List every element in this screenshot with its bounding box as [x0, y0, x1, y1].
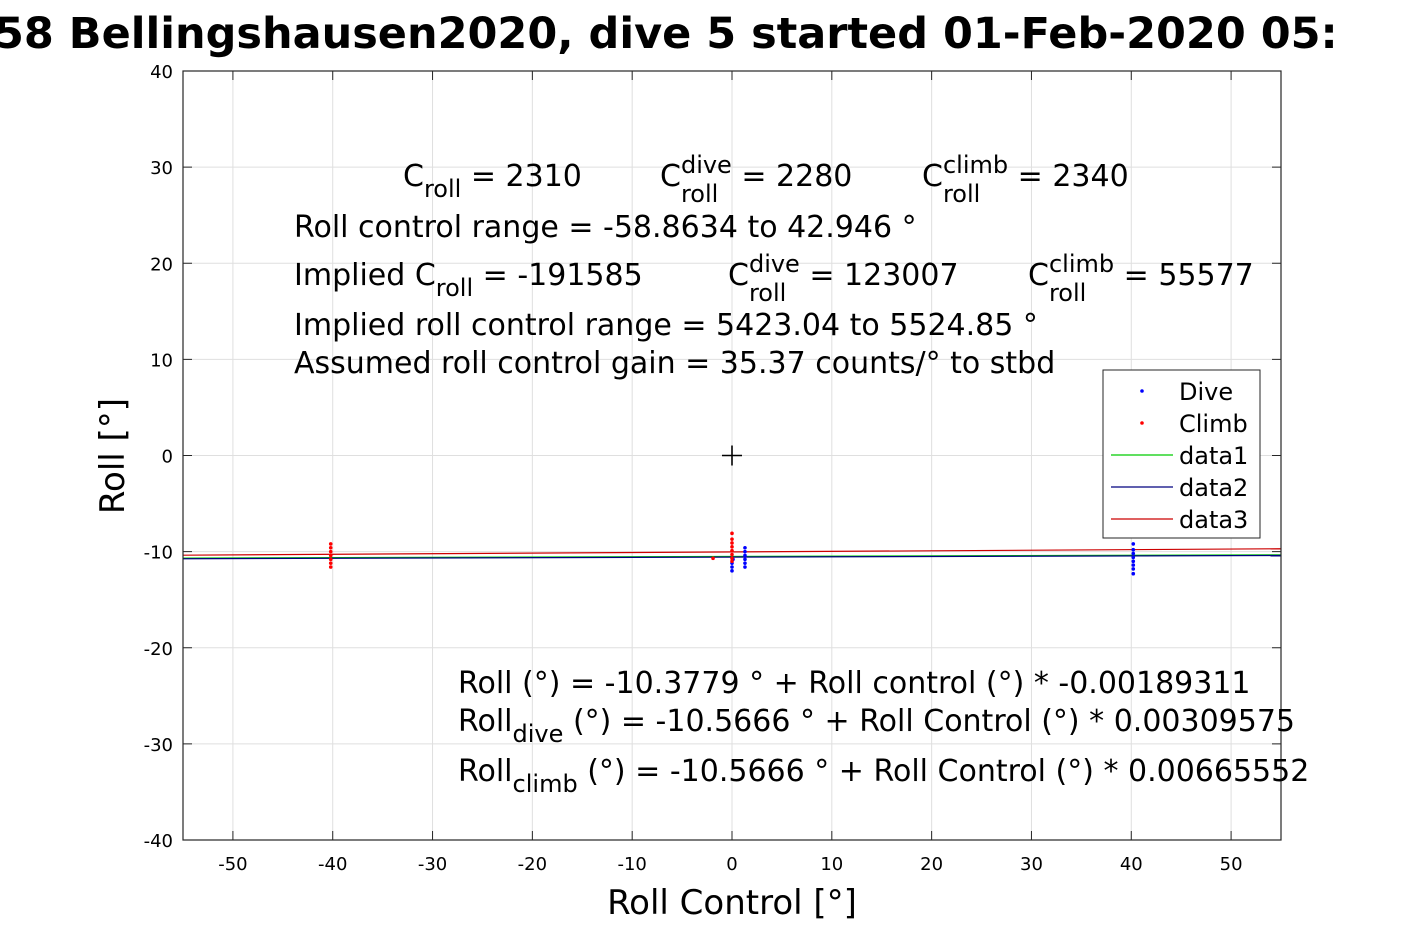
data-point-climb — [328, 553, 333, 558]
data-point-climb — [328, 557, 333, 562]
y-tick-label: 30 — [150, 158, 173, 179]
data-point-dive — [743, 549, 747, 554]
data-point-dive — [1131, 563, 1136, 567]
data-point-climb — [730, 548, 734, 553]
data-point-climb — [328, 542, 333, 546]
x-tick-label: -10 — [617, 854, 646, 875]
annotation-fit-roll-climb: Rollclimb (°) = -10.5666 ° + Roll Contro… — [458, 754, 1309, 798]
annotation-implied-c-roll-dive: Cdive roll = 123007 — [728, 250, 959, 307]
annotation-c-roll: Croll = 2310 — [403, 159, 582, 203]
legend-label-data1: data1 — [1179, 442, 1248, 470]
y-tick-label: 0 — [162, 447, 173, 468]
y-tick-label: -20 — [144, 639, 173, 660]
annotation-implied-range: Implied roll control range = 5423.04 to … — [294, 308, 1038, 343]
data-point-dive — [1131, 571, 1136, 576]
series-line-data1 — [182, 554, 1282, 559]
annotation-fit-roll: Roll (°) = -10.3779 ° + Roll control (°)… — [458, 666, 1251, 701]
y-axis-label: Roll [°] — [93, 398, 133, 514]
legend-label-data2: data2 — [1179, 474, 1248, 502]
x-tick-label: -30 — [418, 854, 447, 875]
data-point-dive — [743, 553, 747, 558]
data-point-dive — [743, 565, 747, 569]
annotation-implied-c-roll-climb: Cclimb roll = 55577 — [1028, 250, 1254, 307]
y-tick-label: -30 — [144, 735, 173, 756]
y-tick-label: -40 — [144, 831, 173, 852]
data-point-climb — [328, 565, 333, 569]
data-point-dive — [730, 565, 734, 569]
x-tick-label: -50 — [218, 854, 247, 875]
data-point-climb — [730, 537, 734, 541]
legend: Dive Climb data1 data2 data3 — [1102, 369, 1261, 539]
data-point-dive — [1131, 559, 1136, 564]
annotation-c-roll-dive: Cdive roll = 2280 — [660, 151, 852, 208]
data-point-climb — [328, 561, 333, 565]
data-point-dive — [743, 561, 747, 565]
data-point-climb — [328, 549, 333, 554]
x-tick-label: 30 — [1020, 854, 1043, 875]
data-point-climb — [711, 556, 715, 561]
data-point-climb — [730, 552, 734, 557]
axis-ticks: -50 -40 -30 -20 -10 0 10 20 30 40 50 -40 -30 -20 -10 0 1… — [144, 62, 1281, 875]
data-point-climb — [730, 559, 734, 564]
legend-label-data3: data3 — [1179, 506, 1248, 534]
annotations: Croll = 2310 Cdive roll = 2280 Cclimb roll =… — [294, 151, 1309, 798]
annotation-implied-c-roll: Implied Croll = -191585 — [294, 258, 643, 302]
plot-series — [182, 445, 1282, 576]
data-point-dive — [1131, 547, 1136, 552]
x-tick-label: 40 — [1120, 854, 1143, 875]
annotation-c-roll-climb: Cclimb roll = 2340 — [922, 151, 1129, 208]
data-point-dive — [1131, 551, 1136, 556]
data-point-climb — [730, 541, 734, 545]
data-point-climb — [730, 531, 734, 536]
y-tick-label: -10 — [144, 543, 173, 564]
chart-title: 58 Bellingshausen2020, dive 5 started 01… — [0, 9, 1338, 59]
annotation-roll-control-range: Roll control range = -58.8634 to 42.946 … — [294, 210, 917, 245]
data-point-dive — [1131, 555, 1136, 560]
x-tick-label: 20 — [920, 854, 943, 875]
annotation-assumed-gain: Assumed roll control gain = 35.37 counts… — [294, 346, 1055, 381]
x-axis-label: Roll Control [°] — [607, 883, 857, 923]
x-tick-label: 0 — [726, 854, 737, 875]
x-tick-label: 50 — [1220, 854, 1243, 875]
data-point-dive — [1131, 567, 1136, 571]
data-point-dive — [743, 545, 747, 550]
y-tick-label: 40 — [150, 62, 173, 83]
y-tick-label: 20 — [150, 254, 173, 275]
x-tick-label: -40 — [318, 854, 347, 875]
data-point-climb — [328, 545, 333, 550]
legend-box — [1102, 369, 1261, 539]
data-point-dive — [730, 569, 734, 573]
center-marker — [722, 445, 742, 466]
legend-marker-dive — [1140, 389, 1144, 393]
legend-label-climb: Climb — [1179, 410, 1248, 438]
data-point-climb — [730, 556, 734, 561]
y-tick-label: 10 — [150, 350, 173, 371]
x-tick-label: -20 — [518, 854, 547, 875]
data-point-climb — [730, 545, 734, 549]
legend-marker-climb — [1140, 421, 1144, 425]
data-point-dive — [1131, 542, 1136, 546]
legend-label-dive: Dive — [1179, 378, 1233, 406]
data-point-dive — [743, 557, 747, 562]
x-tick-label: 10 — [820, 854, 843, 875]
annotation-fit-roll-dive: Rolldive (°) = -10.5666 ° + Roll Control… — [458, 704, 1295, 748]
